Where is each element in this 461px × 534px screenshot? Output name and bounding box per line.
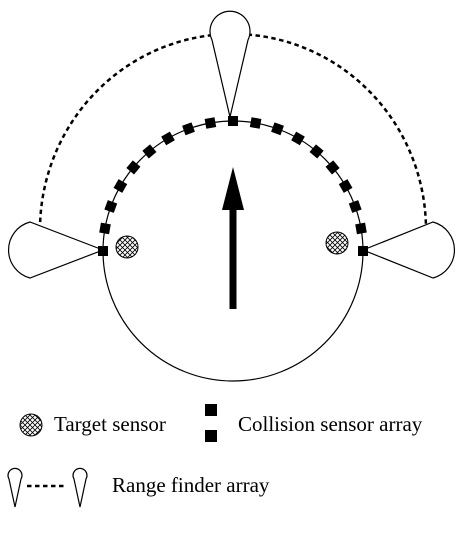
- target-sensor-left-icon: [115, 235, 139, 259]
- collision-sensor-square: [104, 200, 118, 213]
- collision-sensor-square: [358, 246, 368, 256]
- range-finder-top-icon: [209, 10, 251, 118]
- collision-sensor-square: [309, 144, 324, 159]
- collision-sensor-square: [182, 122, 195, 136]
- collision-sensor-square: [325, 160, 340, 175]
- collision-sensor-square: [355, 222, 367, 235]
- collision-sensor-square: [204, 117, 217, 129]
- collision-sensor-square: [249, 117, 262, 129]
- collision-sensor-square: [338, 179, 353, 193]
- legend-collision-sensor-icon-top: [205, 404, 217, 416]
- collision-sensor-square: [228, 116, 238, 126]
- collision-sensor-array: [98, 116, 368, 256]
- legend-range-finder-label: Range finder array: [112, 473, 270, 497]
- collision-sensor-square: [271, 122, 284, 136]
- collision-sensor-square: [98, 246, 108, 256]
- collision-sensor-square: [142, 144, 157, 159]
- range-finder-left-icon: [8, 221, 105, 279]
- legend-target-sensor-label: Target sensor: [54, 412, 166, 436]
- target-sensor-right-icon: [325, 231, 349, 255]
- legend-range-finder-icon-left: [7, 467, 23, 508]
- legend-collision-sensor-icon-bottom: [205, 430, 217, 442]
- collision-sensor-square: [99, 222, 111, 235]
- collision-sensor-square: [348, 200, 362, 213]
- collision-sensor-square: [291, 131, 305, 146]
- legend-target-sensor-icon: [19, 413, 43, 437]
- legend-range-finder-icon-right: [72, 467, 88, 508]
- collision-sensor-square: [113, 179, 128, 193]
- collision-sensor-square: [161, 131, 175, 146]
- collision-sensor-square: [126, 160, 141, 175]
- legend-collision-sensor-label: Collision sensor array: [238, 412, 423, 436]
- heading-arrow-icon: [222, 167, 244, 309]
- range-finder-right-icon: [361, 221, 455, 279]
